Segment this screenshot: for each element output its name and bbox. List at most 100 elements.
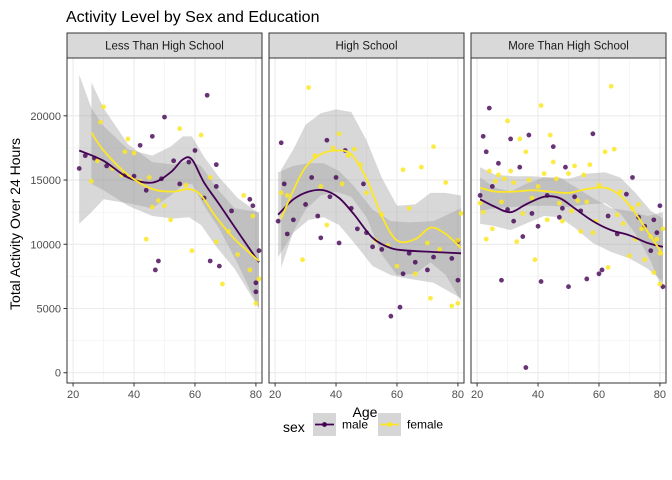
female-point bbox=[651, 270, 657, 275]
male-point bbox=[388, 313, 394, 319]
female-point bbox=[553, 176, 559, 182]
female-point bbox=[339, 181, 345, 187]
male-point bbox=[213, 162, 219, 168]
facet-strip bbox=[470, 32, 667, 59]
female-point bbox=[566, 171, 571, 177]
female-point bbox=[443, 180, 449, 186]
female-point bbox=[253, 300, 259, 306]
female-point bbox=[336, 131, 342, 137]
female-point bbox=[345, 153, 351, 159]
female-point bbox=[523, 149, 529, 155]
male-point bbox=[538, 279, 544, 284]
female-point bbox=[560, 218, 565, 224]
female-point bbox=[529, 195, 535, 201]
female-point bbox=[284, 193, 290, 198]
male-point bbox=[253, 289, 259, 295]
female-confidence-band bbox=[480, 167, 663, 292]
male-point bbox=[623, 191, 629, 197]
facet-strip-label: Less Than High School bbox=[105, 41, 224, 53]
female-point bbox=[330, 145, 336, 151]
female-point bbox=[300, 257, 305, 263]
male-point bbox=[204, 92, 210, 98]
male-point bbox=[315, 213, 321, 219]
female-point bbox=[418, 164, 424, 170]
female-point bbox=[213, 239, 219, 245]
male-point bbox=[431, 254, 436, 260]
female-point bbox=[198, 132, 204, 138]
female-point bbox=[88, 178, 94, 184]
x-tick-label: 60 bbox=[189, 389, 201, 401]
male-point bbox=[177, 181, 183, 187]
male-point bbox=[526, 132, 532, 138]
female-point bbox=[590, 230, 596, 236]
male-point bbox=[489, 184, 495, 189]
male-point bbox=[333, 175, 339, 180]
female-point bbox=[455, 238, 461, 243]
y-axis: 0 5000 10000 15000 20000 bbox=[30, 111, 67, 380]
female-point bbox=[458, 211, 464, 216]
female-point bbox=[602, 149, 608, 155]
male-point bbox=[455, 277, 461, 283]
female-point bbox=[581, 172, 587, 178]
male-point bbox=[250, 203, 256, 209]
male-point bbox=[550, 144, 556, 150]
male-point bbox=[156, 258, 161, 264]
female-point bbox=[247, 267, 253, 273]
female-point bbox=[480, 209, 486, 215]
female-point bbox=[351, 146, 357, 152]
female-point bbox=[256, 276, 262, 282]
female-point bbox=[617, 189, 623, 194]
male-point bbox=[76, 166, 82, 171]
x-tick-label: 80 bbox=[250, 389, 262, 401]
female-point bbox=[584, 199, 590, 205]
male-point bbox=[131, 173, 137, 179]
y-tick-label: 0 bbox=[55, 368, 61, 380]
male-point bbox=[213, 184, 219, 189]
female-point bbox=[324, 222, 330, 228]
female-point bbox=[639, 226, 645, 232]
male-point bbox=[207, 258, 213, 264]
male-point bbox=[361, 181, 366, 187]
panel-border bbox=[66, 57, 263, 384]
y-tick-label: 20000 bbox=[30, 111, 61, 123]
male-point bbox=[171, 158, 177, 164]
male-point bbox=[186, 159, 192, 165]
y-axis-label: Total Activity Over 24 Hours bbox=[7, 138, 23, 310]
female-point bbox=[657, 281, 663, 287]
x-tick-label: 20 bbox=[269, 389, 281, 401]
male-point bbox=[406, 250, 412, 256]
male-point bbox=[397, 304, 403, 310]
female-point bbox=[235, 252, 241, 257]
female-point bbox=[168, 217, 173, 223]
male-point bbox=[651, 217, 657, 223]
female-point bbox=[156, 198, 161, 203]
female-point bbox=[569, 208, 574, 214]
male-point bbox=[535, 223, 541, 229]
x-tick-label: 40 bbox=[330, 389, 342, 401]
facet-strip-label: High School bbox=[335, 41, 397, 53]
legend-key-point-male bbox=[322, 422, 327, 427]
female-point bbox=[207, 175, 213, 180]
female-point bbox=[183, 182, 189, 188]
female-point bbox=[406, 205, 412, 211]
male-point bbox=[517, 164, 523, 170]
male-smooth-line bbox=[277, 188, 462, 255]
male-point bbox=[523, 365, 529, 370]
male-point bbox=[605, 213, 611, 219]
female-point bbox=[556, 200, 562, 206]
female-point bbox=[98, 119, 103, 125]
male-point bbox=[309, 175, 315, 180]
female-point bbox=[455, 300, 461, 306]
facet-panel: Less Than High School 20 40 60 80 bbox=[66, 32, 263, 401]
female-smooth-line bbox=[280, 149, 462, 249]
male-point bbox=[572, 194, 577, 200]
female-point bbox=[547, 132, 553, 138]
female-point bbox=[605, 264, 611, 270]
female-point bbox=[608, 83, 614, 89]
female-point bbox=[125, 136, 131, 142]
female-point bbox=[511, 180, 517, 186]
female-point bbox=[578, 229, 584, 234]
male-point bbox=[563, 164, 568, 170]
male-point bbox=[281, 181, 287, 187]
